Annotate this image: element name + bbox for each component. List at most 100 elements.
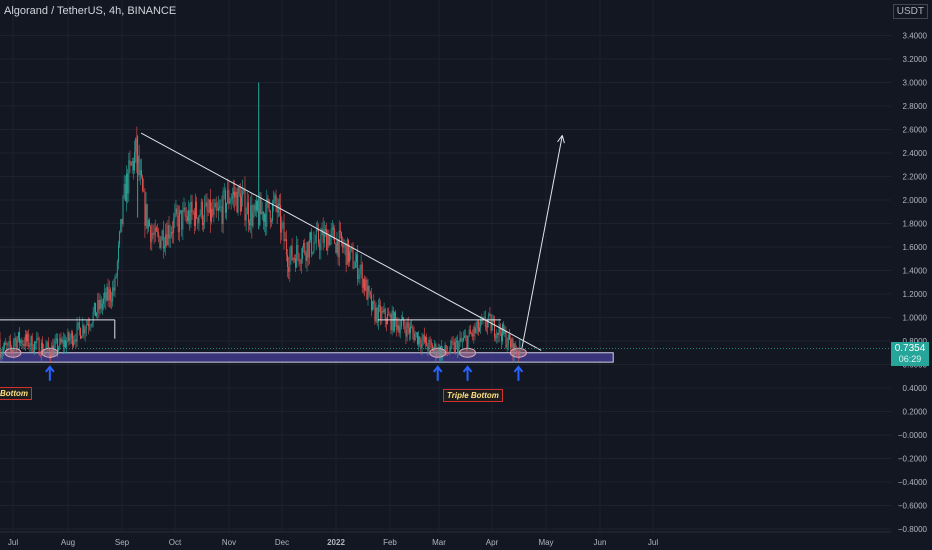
candle-body (190, 201, 192, 224)
candle-body (8, 340, 10, 344)
candle-body (383, 308, 385, 313)
candle-body (153, 234, 155, 236)
candle-body (291, 245, 293, 261)
candle-body (221, 206, 223, 224)
current-price: 0.7354 (894, 343, 926, 354)
candle-body (182, 209, 184, 230)
x-tick-label: 2022 (327, 538, 345, 547)
candle-body (112, 287, 114, 302)
candle-body (425, 336, 426, 343)
candle-body (16, 339, 18, 348)
candle-body (469, 329, 471, 334)
candle-body (92, 311, 94, 324)
candle-body (394, 312, 395, 331)
candle-body (211, 208, 213, 222)
candle-body (47, 342, 49, 349)
candle-body (121, 219, 123, 224)
candle-body (170, 231, 172, 235)
projection-arrow-line (521, 135, 563, 349)
triple-bottom-note[interactable]: Triple Bottom (443, 389, 503, 402)
candle-body (283, 222, 285, 242)
candle-body (427, 346, 429, 351)
candle-body (492, 319, 494, 322)
candle-body (400, 320, 402, 327)
x-tick-label: Jul (648, 538, 658, 547)
candle-body (161, 230, 163, 241)
candle-body (28, 333, 30, 347)
candle-body (352, 248, 354, 269)
candle-body (384, 308, 386, 321)
x-tick-label: Oct (169, 538, 182, 547)
y-tick-label: 1.0000 (903, 314, 928, 323)
candle-body (514, 343, 516, 352)
candle-body (68, 332, 70, 341)
candle-body (337, 239, 339, 258)
candle-body (34, 341, 35, 352)
candle-body (456, 340, 457, 343)
candle-body (152, 232, 154, 235)
candle-body (262, 211, 264, 222)
bottom-note-left[interactable]: Bottom (0, 387, 32, 400)
candle-body (411, 326, 413, 328)
candle-body (503, 324, 505, 334)
y-tick-label: −0.6000 (898, 502, 928, 511)
candle-body (328, 235, 330, 246)
candle-body (460, 337, 462, 342)
candle-body (100, 299, 102, 309)
candle-body (387, 314, 388, 324)
candle-body (126, 173, 127, 202)
candle-body (158, 232, 160, 237)
candle-body (372, 301, 374, 311)
up-arrow-marker-head (513, 365, 524, 373)
candle-body (343, 245, 345, 248)
candle-body (115, 276, 117, 278)
candle-body (181, 210, 183, 230)
candle-body (415, 332, 417, 335)
candle-body (423, 334, 425, 343)
x-tick-label: Sep (115, 538, 130, 547)
candle-body (59, 337, 61, 348)
candle-body (14, 337, 16, 341)
candle-body (284, 238, 286, 242)
candle-body (252, 213, 254, 227)
candle-body (360, 264, 362, 270)
bottom-ellipse (41, 347, 59, 358)
candle-body (331, 227, 333, 230)
candle-body (37, 338, 39, 339)
candle-body (96, 312, 98, 317)
candle-body (321, 228, 323, 236)
candle-body (476, 320, 478, 329)
candle-body (348, 239, 349, 263)
candle-body (473, 326, 475, 337)
candle-body (322, 228, 324, 243)
candle-body (6, 344, 8, 346)
candle-body (367, 285, 369, 300)
candle-body (288, 267, 290, 272)
x-tick-label: Jun (594, 538, 607, 547)
candle-body (42, 342, 43, 353)
candle-body (13, 340, 15, 352)
candle-body (58, 347, 60, 351)
candle-body (396, 319, 398, 330)
candle-body (403, 317, 405, 326)
candle-body (275, 194, 277, 205)
candle-body (136, 138, 138, 164)
y-tick-label: 3.2000 (903, 55, 928, 64)
candle-body (451, 341, 453, 343)
candle-body (342, 242, 344, 248)
candle-body (210, 199, 211, 222)
candle-body (323, 230, 325, 243)
candle-body (205, 202, 207, 206)
candle-body (417, 332, 418, 345)
candle-body (63, 340, 65, 347)
candle-body (486, 326, 487, 328)
x-tick-label: Mar (432, 538, 446, 547)
y-tick-label: 0.8000 (903, 337, 928, 346)
candle-body (160, 240, 162, 248)
candle-body (107, 286, 109, 301)
currency-button[interactable]: USDT (892, 4, 928, 19)
candle-body (356, 254, 357, 262)
y-tick-label: −0.0000 (898, 431, 928, 440)
candle-body (91, 323, 93, 326)
